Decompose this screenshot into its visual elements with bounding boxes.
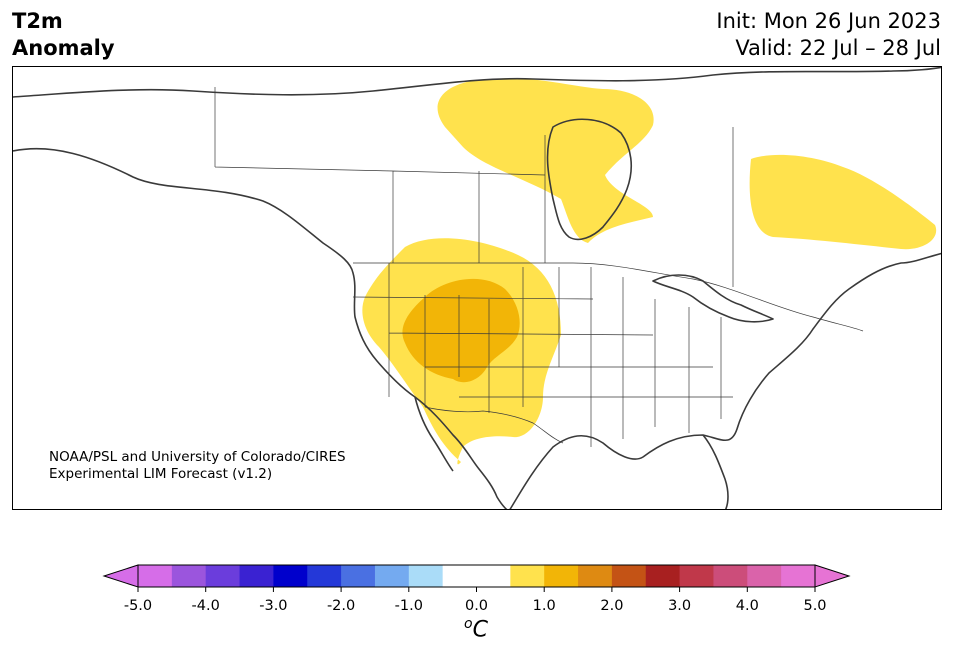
colorbar-cell xyxy=(205,565,241,587)
colorbar-cell xyxy=(341,565,376,587)
credit-text: NOAA/PSL and University of Colorado/CIRE… xyxy=(49,449,346,483)
colorbar-cell xyxy=(442,565,477,587)
colorbar-tick-label: -3.0 xyxy=(259,598,288,614)
credit-line-2: Experimental LIM Forecast (v1.2) xyxy=(49,466,273,482)
colorbar-ticks xyxy=(137,587,816,592)
colorbar-cell xyxy=(645,565,681,587)
anomaly-moderate-warm-southwest xyxy=(402,278,520,383)
colorbar-tick-label: -2.0 xyxy=(326,598,356,614)
colorbar-over-arrow xyxy=(814,564,851,588)
hudson-bay-coastline xyxy=(546,118,633,241)
valid-range: Valid: 22 Jul – 28 Jul xyxy=(735,36,941,60)
colorbar-cell xyxy=(578,565,613,587)
colorbar-cell xyxy=(374,565,410,587)
colorbar-cell xyxy=(679,565,714,587)
colorbar-cell xyxy=(138,565,173,587)
colorbar-tick-label: -5.0 xyxy=(123,598,153,614)
anomaly-weak-warm-labrador xyxy=(749,154,937,250)
pacific-coastline xyxy=(13,147,508,509)
colorbar-cell xyxy=(307,565,342,587)
anomaly-weak-warm-hudson-bay xyxy=(437,78,654,244)
colorbar-under-arrow xyxy=(102,564,139,588)
colorbar-cell xyxy=(747,565,782,587)
anomaly-shading xyxy=(362,78,937,465)
colorbar-cell xyxy=(273,565,308,587)
colorbar-tick-label: 4.0 xyxy=(735,598,759,614)
geography xyxy=(13,67,941,509)
colorbar-cell xyxy=(171,565,207,587)
init-date: Init: Mon 26 Jun 2023 xyxy=(716,9,941,33)
unit-degree: o xyxy=(464,616,473,632)
arctic-coastline xyxy=(13,67,941,98)
province-borders xyxy=(214,87,734,287)
florida-coastline xyxy=(702,434,729,509)
colorbar-tick-label: 1.0 xyxy=(532,598,556,614)
map-title: T2m Anomaly xyxy=(12,8,115,62)
colorbar-unit: oC xyxy=(464,616,488,642)
baja-coastline xyxy=(414,396,454,472)
colorbar-tick-label: 3.0 xyxy=(668,598,692,614)
colorbar-cell xyxy=(239,565,274,587)
forecast-dates: Init: Mon 26 Jun 2023 Valid: 22 Jul – 28… xyxy=(716,8,941,62)
colorbar-cell xyxy=(611,565,647,587)
colorbar-cell xyxy=(476,565,511,587)
credit-line-1: NOAA/PSL and University of Colorado/CIRE… xyxy=(49,449,346,465)
variable-label: T2m xyxy=(12,9,63,33)
colorbar-cell xyxy=(510,565,545,587)
colorbar-tick-label: -1.0 xyxy=(394,598,423,614)
gulf-atlantic-coastline xyxy=(509,252,941,509)
colorbar-cell xyxy=(544,565,579,587)
colorbar-cell xyxy=(408,565,444,587)
canada-us-border xyxy=(353,262,864,332)
us-mexico-border xyxy=(424,406,564,444)
colorbar-cell xyxy=(781,565,816,587)
colorbar-cells xyxy=(138,565,816,587)
anomaly-map xyxy=(13,67,941,509)
colorbar-tick-label: 0.0 xyxy=(464,598,489,614)
unit-letter: C xyxy=(472,617,488,643)
us-state-borders xyxy=(352,263,733,447)
colorbar-tick-label: 2.0 xyxy=(600,598,624,614)
colorbar-tick-label: -4.0 xyxy=(191,598,220,614)
colorbar-tick-label: 5.0 xyxy=(803,598,827,614)
field-label: Anomaly xyxy=(12,36,115,60)
colorbar-cell xyxy=(713,565,748,587)
map-panel xyxy=(12,66,942,510)
